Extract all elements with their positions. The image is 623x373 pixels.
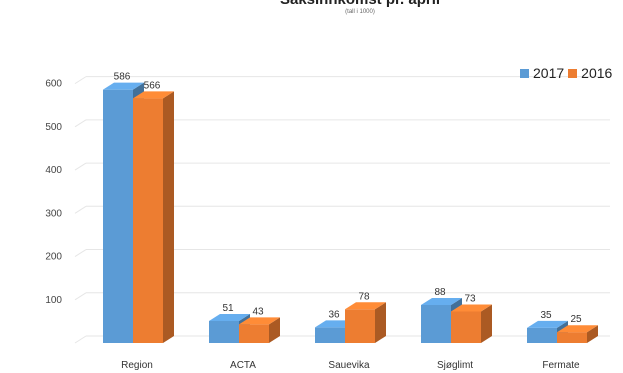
chart-subtitle: (tall i 1000) (345, 9, 375, 15)
data-label: 73 (464, 293, 476, 304)
data-label: 35 (540, 310, 552, 321)
bar-top-2017-fermate (527, 320, 568, 328)
y-tick-label: 300 (45, 208, 62, 219)
gridline-depth (74, 335, 87, 344)
data-label: 51 (222, 303, 234, 314)
y-tick-label: 100 (45, 295, 62, 306)
data-label: 566 (144, 80, 161, 91)
bar-2016-fermate (557, 332, 587, 343)
bar-side-2016-region (163, 91, 174, 343)
y-tick-label: 400 (45, 165, 62, 176)
x-tick-label: Region (121, 360, 153, 371)
bar-2017-fermate (527, 327, 557, 343)
legend-swatch-2017 (520, 68, 529, 78)
bar-top-2017-acta (209, 313, 250, 321)
y-tick-label: 200 (45, 252, 62, 263)
y-tick-label: 600 (45, 79, 62, 90)
bar-side-2016-sauevika (375, 302, 386, 343)
legend-item-2016: 2016 (568, 65, 612, 81)
data-label: 43 (252, 306, 264, 317)
x-tick-label: Sauevika (328, 360, 370, 371)
gridline-depth (74, 249, 87, 257)
data-label: 88 (434, 287, 446, 298)
bar-side-2016-acta (269, 317, 280, 343)
bar-top-2017-sjøglimt (421, 297, 462, 305)
x-tick-label: ACTA (230, 360, 256, 371)
x-tick-label: Sjøglimt (437, 360, 473, 371)
bar-2017-sauevika (315, 327, 345, 343)
bar-top-2016-acta (239, 317, 280, 325)
gridline-depth (74, 119, 87, 128)
bar-top-2016-sjøglimt (451, 304, 492, 312)
bar-side-2016-sjøglimt (481, 304, 492, 343)
legend-item-2017: 2017 (520, 65, 564, 81)
chart-title: Saksinnkomst pr. april (170, 0, 550, 8)
legend-label-2016: 2016 (581, 65, 613, 81)
gridline-depth (74, 205, 87, 214)
data-label: 586 (114, 72, 131, 83)
bar-2016-acta (239, 324, 269, 343)
bar-2017-sjøglimt (421, 304, 451, 343)
bar-top-2016-fermate (557, 325, 598, 333)
bar-2016-region (133, 98, 163, 343)
legend: 2017 2016 (520, 65, 612, 81)
bar-top-2016-region (133, 91, 174, 99)
data-label: 78 (358, 291, 370, 302)
y-tick-label: 500 (45, 122, 62, 133)
bar-side-2016-fermate (587, 325, 598, 343)
gridline-depth (74, 76, 87, 85)
data-label: 25 (570, 314, 582, 325)
bar-2016-sauevika (345, 309, 375, 343)
legend-swatch-2016 (568, 68, 578, 78)
gridline-depth (74, 162, 87, 171)
bar-2017-region (103, 89, 133, 343)
x-tick-label: Fermate (542, 360, 580, 371)
legend-label-2017: 2017 (533, 65, 565, 81)
gridline-depth (74, 292, 87, 301)
bar-2017-acta (209, 320, 239, 343)
bar-top-2016-sauevika (345, 302, 386, 310)
data-label: 36 (328, 309, 340, 320)
bar-top-2017-region (103, 82, 144, 90)
bar-2016-sjøglimt (451, 311, 481, 343)
